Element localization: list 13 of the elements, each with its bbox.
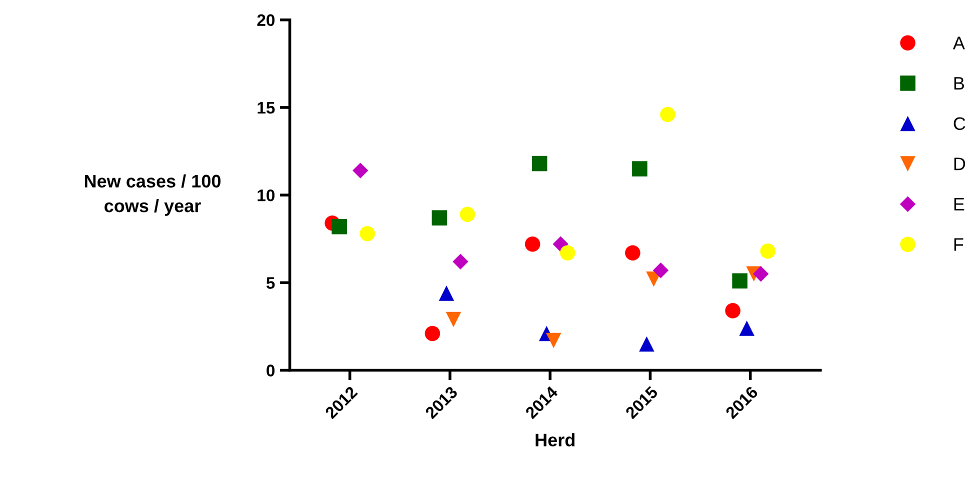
y-tick-label: 15 (258, 102, 275, 114)
legend-label: E (954, 198, 964, 210)
y-tick-label: 20 (257, 14, 275, 26)
legend-label: C (954, 117, 966, 130)
y-tick-label: 5 (266, 277, 275, 289)
y-tick-label: 0 (266, 364, 275, 376)
legend-label: A (952, 36, 965, 50)
legend-label: F (954, 238, 964, 251)
legend-label: B (954, 77, 964, 90)
y-tick-label: 10 (258, 189, 275, 202)
legend-label: D (954, 158, 966, 170)
x-axis-title: Herd (536, 433, 574, 446)
y-axis-title: New cases / 100 cows / year (84, 174, 221, 216)
